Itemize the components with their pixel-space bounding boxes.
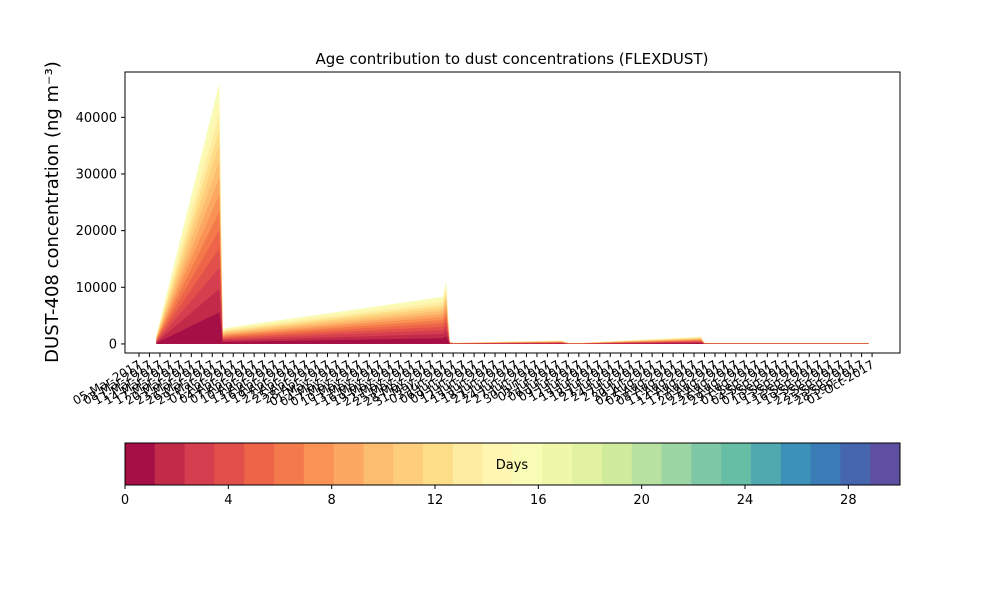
colorbar-tick-label: 24 (737, 493, 754, 508)
colorbar-swatch (214, 443, 245, 485)
colorbar-tick-label: 8 (328, 493, 336, 508)
colorbar-tick-label: 4 (224, 493, 232, 508)
y-tick-label: 10000 (76, 281, 117, 296)
age-band-13 (156, 83, 869, 344)
colorbar-swatch (780, 443, 812, 485)
colorbar-swatch (303, 443, 335, 485)
colorbar-swatch (840, 443, 871, 485)
colorbar-swatch (870, 443, 901, 485)
y-tick-label: 20000 (76, 224, 117, 239)
colorbar-tick-label: 12 (427, 493, 444, 508)
colorbar-swatch (601, 443, 633, 485)
colorbar-swatch (363, 443, 394, 485)
colorbar-swatch (691, 443, 722, 485)
colorbar-swatch (631, 443, 663, 485)
age-band-6 (156, 194, 869, 344)
x-axis: 05-Mar-201708-Mar-201711-Mar-201714-Mar-… (70, 353, 877, 409)
colorbar-swatch (512, 443, 543, 485)
colorbar (125, 443, 901, 485)
age-band-10 (156, 129, 869, 344)
colorbar-swatch (154, 443, 186, 485)
colorbar-tick-label: 20 (633, 493, 650, 508)
age-band-12 (156, 98, 869, 344)
colorbar-swatch (542, 443, 573, 485)
colorbar-swatch (244, 443, 275, 485)
colorbar-tick-label: 0 (121, 493, 129, 508)
y-tick-label: 40000 (76, 111, 117, 126)
colorbar-tick-label: 16 (530, 493, 547, 508)
colorbar-swatch (661, 443, 692, 485)
colorbar-swatch (452, 443, 484, 485)
y-axis-label: DUST-408 concentration (ng m⁻³) (42, 61, 63, 363)
age-contribution-areas (156, 83, 869, 344)
age-band-11 (156, 113, 869, 344)
colorbar-swatch (393, 443, 424, 485)
colorbar-swatch (184, 443, 215, 485)
chart-title: Age contribution to dust concentrations … (316, 50, 709, 68)
colorbar-ticks: 0 4 8 12 16 20 24 28 (121, 485, 857, 508)
colorbar-tick-label: 28 (840, 493, 857, 508)
colorbar-swatch (125, 443, 156, 485)
colorbar-label: Days (496, 458, 529, 473)
colorbar-swatch (482, 443, 513, 485)
colorbar-swatch (572, 443, 603, 485)
plot-frame (124, 71, 901, 354)
y-tick-label: 30000 (76, 167, 117, 182)
colorbar-swatch (750, 443, 782, 485)
colorbar-swatch (810, 443, 841, 485)
colorbar-swatch (333, 443, 364, 485)
colorbar-swatch (274, 443, 305, 485)
colorbar-frame (124, 442, 901, 486)
y-axis: 0 10000 20000 30000 40000 (76, 111, 125, 352)
age-band-8 (156, 160, 869, 344)
age-band-9 (156, 144, 869, 344)
y-tick-label: 0 (109, 337, 117, 352)
age-band-7 (156, 177, 869, 344)
colorbar-swatch (423, 443, 454, 485)
colorbar-swatch (721, 443, 752, 485)
